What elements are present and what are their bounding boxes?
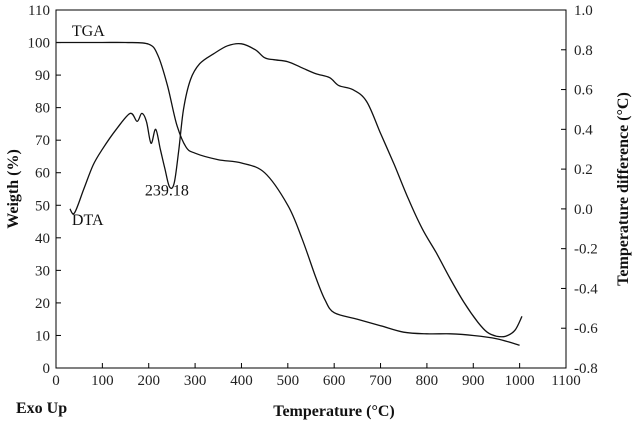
left-tick-label: 100 (28, 36, 51, 52)
x-tick-label: 800 (416, 373, 439, 389)
x-tick-label: 200 (137, 373, 160, 389)
x-tick-label: 1000 (505, 373, 535, 389)
right-tick-label: 0.8 (574, 43, 593, 59)
left-axis-title: Weigth (%) (5, 149, 22, 229)
right-tick-label: 0.6 (574, 83, 593, 99)
dta-curve (69, 42, 523, 338)
x-tick-label: 500 (277, 373, 300, 389)
dta-label: DTA (72, 212, 104, 229)
right-tick-label: -0.6 (574, 321, 598, 337)
right-tick-label: -0.2 (574, 242, 598, 258)
left-tick-label: 30 (35, 263, 50, 279)
x-tick-label: 0 (52, 373, 60, 389)
left-tick-label: 90 (35, 68, 50, 84)
exo-up-label: Exo Up (16, 400, 67, 417)
x-tick-label: 700 (369, 373, 392, 389)
x-tick-label: 600 (323, 373, 346, 389)
right-tick-label: 0.4 (574, 122, 593, 138)
right-axis-title: Temperature difference (°C) (615, 92, 632, 286)
left-tick-label: 80 (35, 101, 50, 117)
x-tick-label: 100 (91, 373, 114, 389)
right-axis-ticks: -0.8 -0.6 -0.4 -0.2 0.0 0.2 0.4 0.6 0.8 1.0 (561, 3, 598, 377)
right-tick-label: 0.0 (574, 202, 593, 218)
x-tick-label: 400 (230, 373, 253, 389)
series-layer (56, 41, 523, 346)
x-axis-title: Temperature (°C) (273, 403, 394, 420)
peak-annotation: 239.18 (145, 182, 189, 199)
tga-label: TGA (72, 23, 105, 40)
right-tick-label: -0.8 (574, 361, 598, 377)
left-tick-label: 70 (35, 133, 50, 149)
left-tick-label: 40 (35, 231, 50, 247)
x-tick-label: 1100 (551, 373, 580, 389)
left-tick-label: 50 (35, 198, 50, 214)
plot-frame (55, 9, 567, 369)
x-axis-ticks: 0 100 200 300 400 500 600 700 800 900 1000 1100 (52, 363, 581, 389)
labels-layer: TGA DTA 239.18 (72, 23, 189, 229)
tga-curve (56, 41, 520, 346)
x-tick-label: 300 (184, 373, 207, 389)
left-tick-label: 60 (35, 166, 50, 182)
left-axis-ticks: 0 10 20 30 40 50 60 70 80 90 100 110 (28, 3, 61, 377)
left-tick-label: 20 (35, 296, 50, 312)
x-tick-label: 900 (462, 373, 485, 389)
right-tick-label: 0.2 (574, 162, 593, 178)
left-tick-label: 110 (28, 3, 50, 19)
right-tick-label: 1.0 (574, 3, 593, 19)
left-tick-label: 0 (43, 361, 51, 377)
right-tick-label: -0.4 (574, 281, 598, 297)
left-tick-label: 10 (35, 328, 50, 344)
